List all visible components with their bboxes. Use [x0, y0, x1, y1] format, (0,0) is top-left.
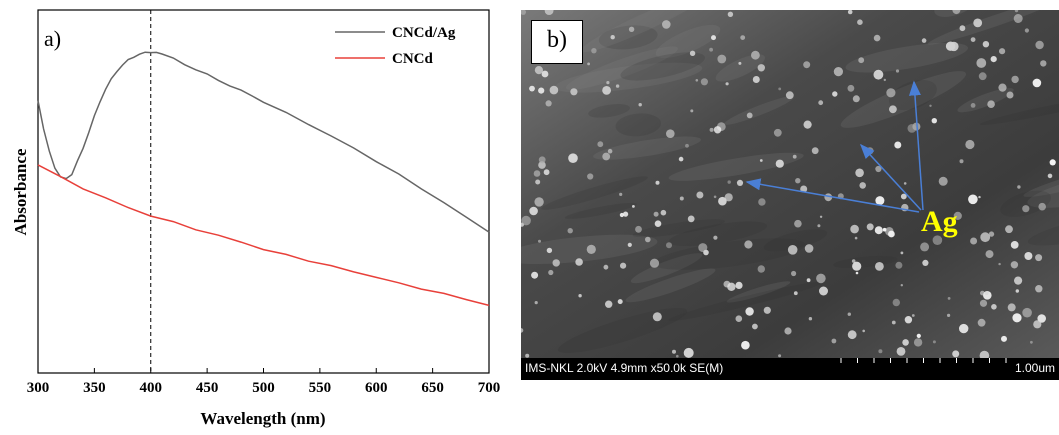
arrow-1: [908, 80, 924, 211]
ag-pointer-arrows: [745, 80, 924, 213]
x-tick-label: 650: [421, 380, 444, 396]
x-tick-label: 700: [478, 380, 501, 396]
x-axis-title: Wavelength (nm): [200, 409, 325, 428]
legend-label-cncd-ag: CNCd/Ag: [392, 25, 456, 41]
panel-b-label: b): [547, 27, 567, 53]
panel-b-label-box: b): [531, 20, 583, 64]
x-tick-label: 450: [196, 380, 219, 396]
panel-a-label: a): [44, 26, 61, 51]
x-tick-label: 400: [140, 380, 163, 396]
arrow-3: [745, 178, 920, 213]
arrow-2: [859, 143, 922, 211]
x-axis-ticks: 300 350 400 450 500 550 600 650 700: [27, 368, 501, 396]
series-line-cncd: [37, 164, 490, 307]
x-tick-label: 500: [252, 380, 275, 396]
absorbance-chart: 300 350 400 450 500 550 600 650 700 Wavelength (…: [11, 9, 501, 428]
legend: CNCd/Ag CNCd: [335, 25, 456, 67]
x-tick-label: 350: [83, 380, 106, 396]
scale-bar-ticks: [840, 358, 1007, 363]
sem-info-bar: IMS-NKL 2.0kV 4.9mm x50.0k SE(M) 1.00um: [521, 358, 1059, 380]
ag-annotation-label: Ag: [921, 205, 958, 238]
series-line-cncd-ag: [37, 51, 490, 233]
legend-label-cncd: CNCd: [392, 51, 433, 67]
x-tick-label: 600: [365, 380, 388, 396]
sem-micrograph: Ag b) IMS-NKL 2.0kV 4.9mm x50.0k SE(M) 1…: [521, 10, 1059, 380]
x-tick-label: 550: [309, 380, 332, 396]
sem-acquisition-info: IMS-NKL 2.0kV 4.9mm x50.0k SE(M): [525, 361, 724, 375]
sem-image-texture: [521, 10, 1059, 358]
y-axis-title: Absorbance: [11, 148, 30, 235]
sem-scale-label: 1.00um: [1014, 361, 1055, 375]
x-tick-label: 300: [27, 380, 50, 396]
